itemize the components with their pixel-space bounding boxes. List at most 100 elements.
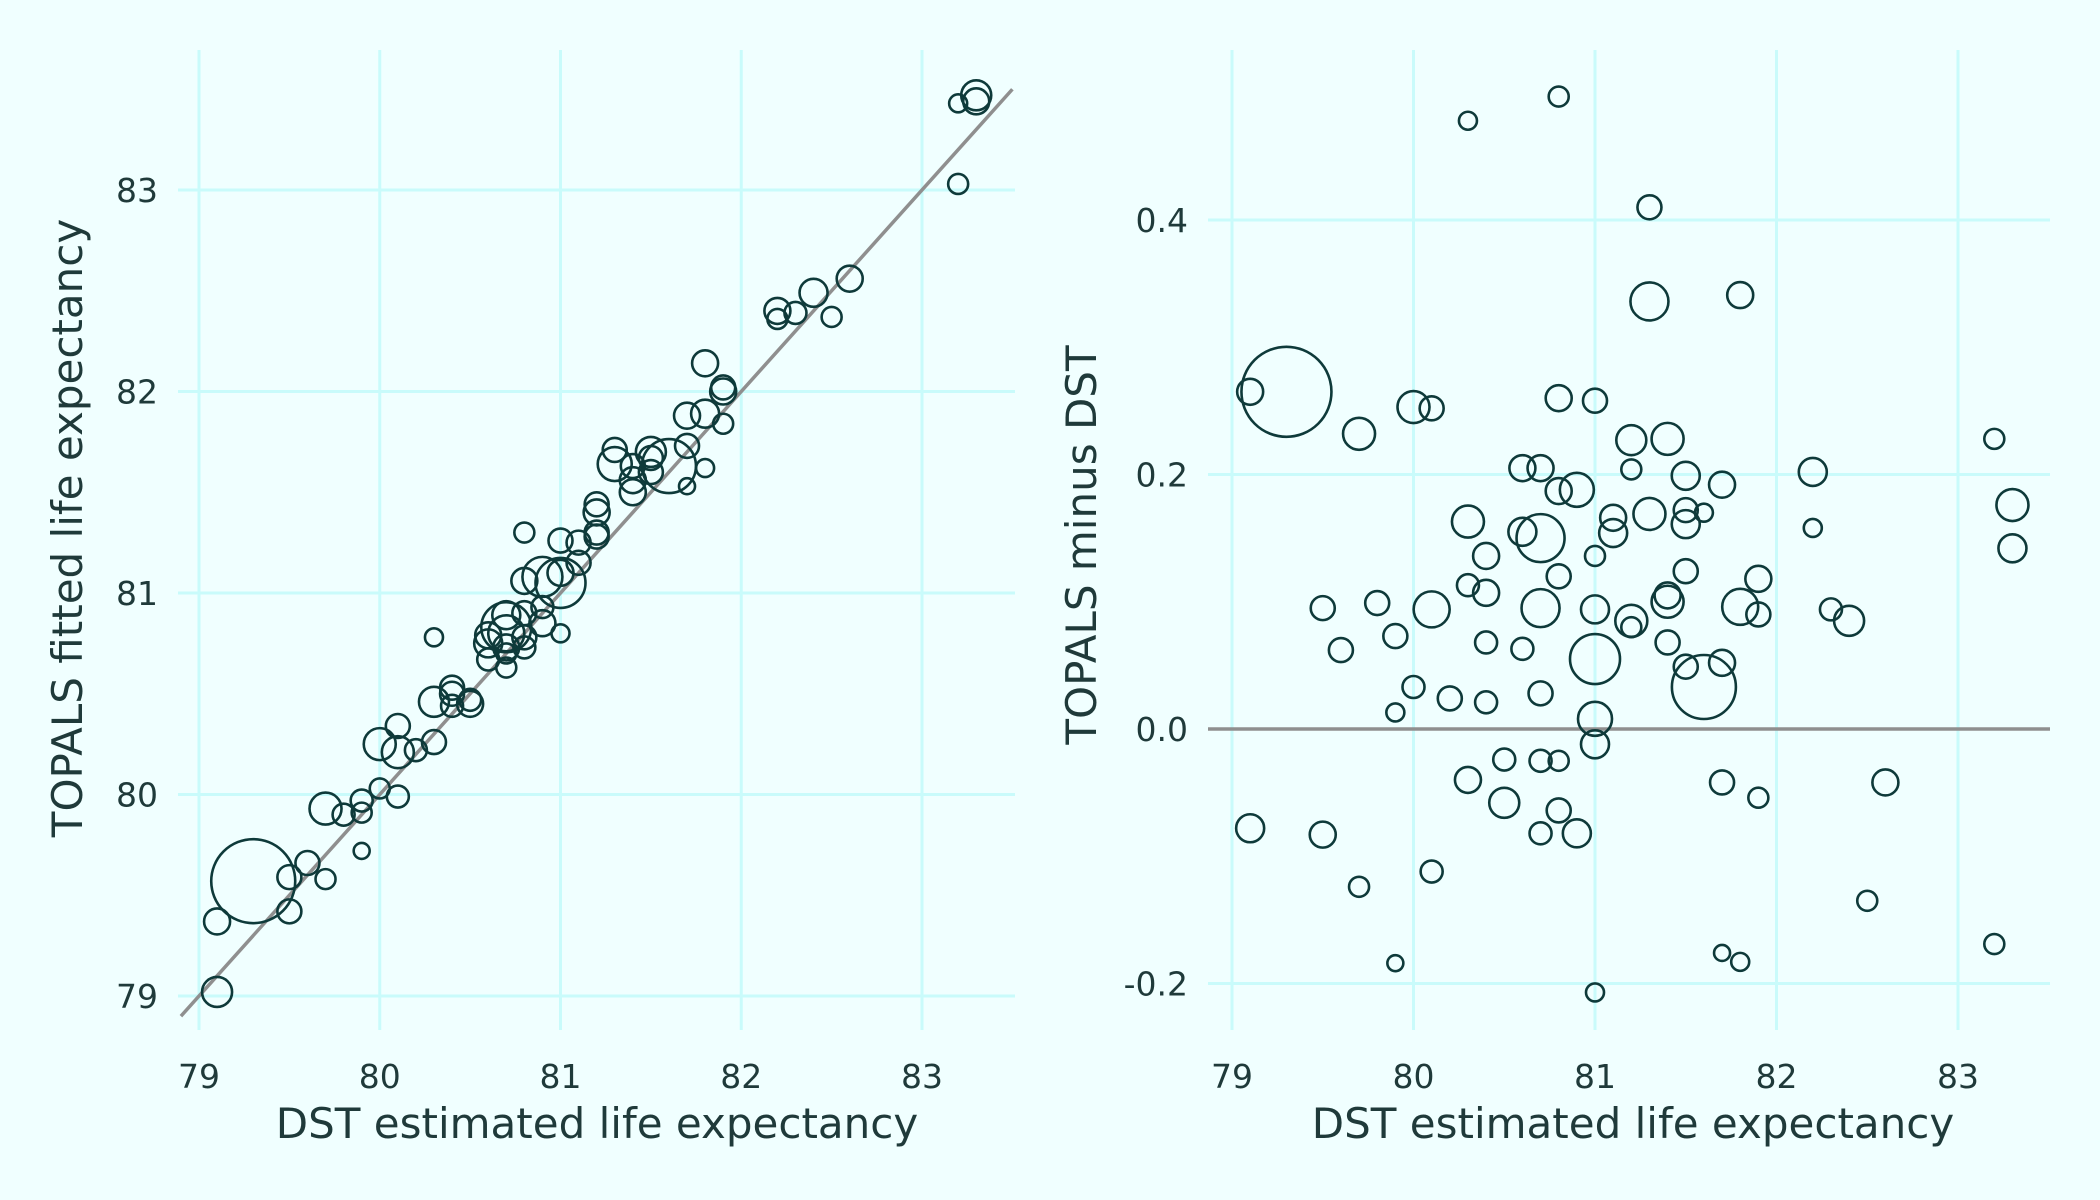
right-point-56 (1614, 603, 1649, 639)
left-point-2 (202, 907, 232, 936)
right-point-17 (1436, 685, 1464, 712)
left-x-tick-82: 82 (720, 1057, 762, 1096)
left-point-71 (763, 296, 792, 326)
left-point-6 (314, 867, 337, 891)
left-identity-line (179, 88, 1014, 1018)
left-x-tick-79: 79 (178, 1057, 220, 1096)
right-point-66 (1672, 496, 1700, 524)
right-point-9 (1382, 622, 1409, 650)
right-point-25 (1491, 747, 1517, 772)
right-point-52 (1598, 503, 1628, 533)
right-point-15 (1412, 590, 1451, 629)
right-y-tick-labels: -0.2 0.0 0.2 0.4 (1124, 201, 1188, 1004)
left-point-47 (565, 549, 592, 577)
right-point-60 (1632, 496, 1667, 532)
left-point-74 (798, 277, 829, 309)
left-point-44 (550, 622, 571, 644)
left-point-66 (694, 457, 716, 479)
left-points (200, 78, 993, 1009)
right-point-13 (1401, 674, 1426, 700)
right-point-51 (1584, 982, 1606, 1003)
left-gridlines (178, 50, 1015, 1030)
left-point-73 (783, 300, 808, 326)
left-point-70 (711, 412, 735, 436)
left-point-54 (596, 445, 634, 483)
left-point-77 (946, 172, 970, 196)
left-point-76 (835, 264, 865, 293)
left-y-tick-79: 79 (116, 977, 158, 1016)
right-point-77 (1720, 587, 1760, 627)
right-point-86 (1855, 889, 1879, 913)
left-point-58 (637, 458, 665, 486)
right-point-70 (1693, 502, 1715, 523)
left-point-5 (276, 898, 303, 925)
right-point-5 (1327, 636, 1355, 664)
left-point-51 (582, 498, 611, 527)
left-y-axis-title: TOPALS fitted life expectancy (43, 219, 92, 838)
right-point-12 (1396, 389, 1431, 425)
left-point-1 (209, 837, 297, 925)
right-point-48 (1568, 632, 1622, 686)
right-point-90 (1995, 487, 2030, 523)
left-point-43 (534, 556, 587, 610)
right-point-63 (1650, 584, 1685, 620)
right-point-89 (1983, 932, 2006, 956)
identity-line (179, 88, 1014, 1018)
right-x-tick-83: 83 (1937, 1057, 1979, 1096)
right-point-27 (1508, 453, 1537, 483)
left-point-39 (513, 521, 536, 544)
right-points (1234, 85, 2030, 1003)
right-point-3 (1309, 594, 1337, 622)
right-point-7 (1347, 875, 1371, 899)
right-point-10 (1385, 702, 1406, 723)
left-point-0 (200, 975, 234, 1009)
right-y-axis-title: TOPALS minus DST (1057, 345, 1106, 746)
right-point-62 (1653, 581, 1682, 610)
right-point-59 (1629, 281, 1670, 322)
right-point-68 (1672, 557, 1700, 585)
right-point-75 (1712, 943, 1732, 963)
left-y-tick-82: 82 (116, 373, 158, 412)
right-x-axis-title: DST estimated life expectancy (1312, 1099, 1954, 1148)
left-point-80 (961, 87, 991, 116)
right-point-33 (1527, 680, 1554, 707)
left-point-13 (384, 712, 412, 740)
right-point-54 (1615, 423, 1648, 457)
right-point-46 (1583, 544, 1607, 568)
left-x-tick-labels: 79 80 81 82 83 (178, 1057, 943, 1096)
right-point-88 (1983, 427, 2006, 451)
right-point-82 (1797, 456, 1829, 488)
right-point-87 (1871, 768, 1900, 797)
left-y-tick-80: 80 (116, 776, 158, 815)
right-x-tick-labels: 79 80 81 82 83 (1211, 1057, 1979, 1096)
right-point-80 (1745, 601, 1772, 628)
left-point-4 (294, 849, 321, 877)
left-point-20 (423, 627, 445, 648)
right-x-tick-81: 81 (1574, 1057, 1616, 1096)
right-point-79 (1744, 564, 1773, 594)
right-y-tick--0.2: -0.2 (1124, 965, 1188, 1004)
right-point-29 (1510, 636, 1535, 662)
left-point-14 (380, 734, 416, 770)
right-point-65 (1670, 460, 1702, 492)
right-point-83 (1802, 517, 1824, 539)
left-scatter-panel: 79 80 81 82 83 79 80 81 82 83 DST estimated life… (43, 50, 1015, 1148)
left-point-59 (634, 435, 668, 469)
right-point-84 (1818, 597, 1844, 622)
left-y-tick-81: 81 (116, 574, 158, 613)
left-y-tick-labels: 79 80 81 82 83 (116, 171, 158, 1016)
right-point-35 (1528, 821, 1553, 846)
left-x-tick-83: 83 (901, 1057, 943, 1096)
right-y-tick-0.2: 0.2 (1136, 456, 1188, 495)
right-point-44 (1457, 110, 1479, 132)
left-point-8 (331, 802, 356, 827)
right-point-58 (1636, 193, 1663, 221)
left-point-42 (521, 555, 564, 599)
right-point-8 (1363, 589, 1391, 617)
left-point-7 (308, 791, 343, 826)
right-point-14 (1418, 395, 1445, 422)
left-point-78 (947, 93, 969, 114)
left-point-52 (583, 491, 610, 518)
right-point-61 (1650, 421, 1685, 457)
right-point-28 (1507, 516, 1538, 548)
